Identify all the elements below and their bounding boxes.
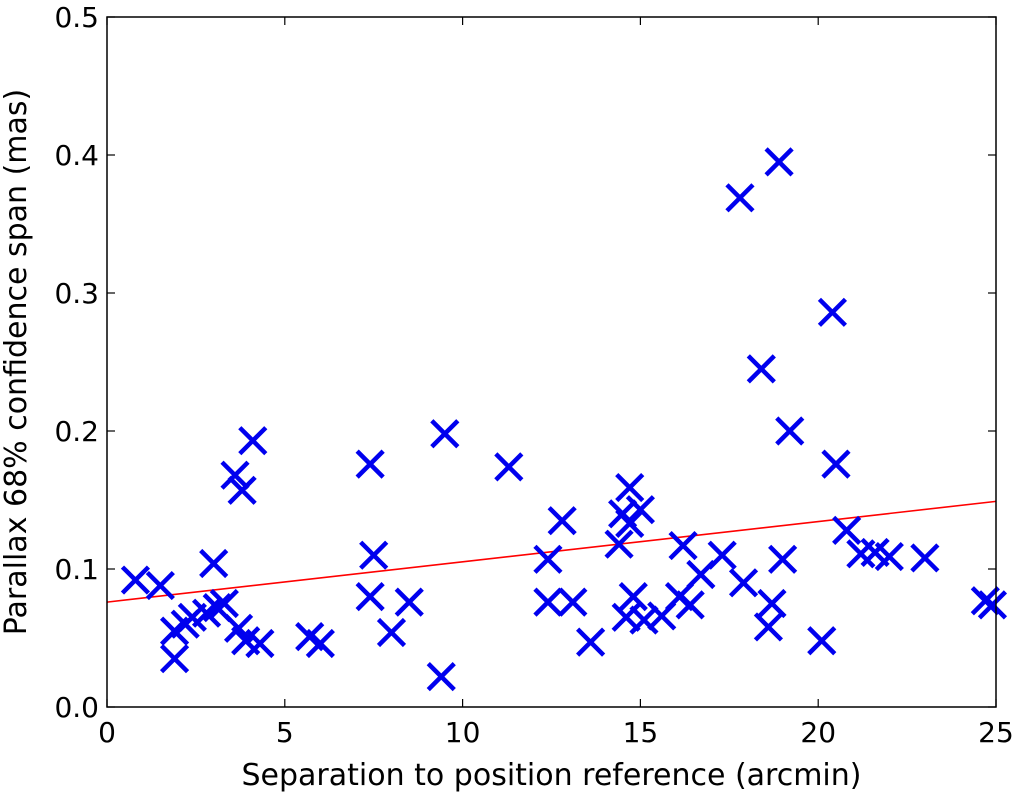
data-point <box>821 449 851 479</box>
data-point <box>159 644 190 674</box>
data-point <box>430 419 460 449</box>
data-point <box>494 452 524 482</box>
data-point <box>359 540 389 570</box>
data-point <box>618 582 648 612</box>
data-point <box>817 297 848 327</box>
data-point <box>775 416 805 446</box>
data-point <box>604 529 634 559</box>
data-point <box>220 460 250 490</box>
x-tick-label: 10 <box>445 716 481 749</box>
data-point <box>625 495 655 525</box>
x-tick-label: 15 <box>623 716 659 749</box>
data-point <box>533 544 563 574</box>
fit-line-layer <box>106 500 997 603</box>
data-point <box>728 568 759 598</box>
y-tick-label: 0.4 <box>54 139 99 172</box>
x-tick-label: 20 <box>800 716 836 749</box>
data-point <box>576 627 606 657</box>
data-point <box>209 588 239 619</box>
data-point <box>547 506 577 536</box>
data-point <box>145 570 175 601</box>
data-point <box>753 612 784 642</box>
data-point <box>675 590 705 620</box>
data-point <box>832 515 862 545</box>
data-point <box>629 605 659 635</box>
data-point <box>426 662 456 692</box>
data-point <box>757 588 787 619</box>
data-point <box>807 626 837 656</box>
data-point <box>394 587 424 617</box>
data-point <box>245 628 275 659</box>
data-point <box>305 628 335 659</box>
y-tick-label: 0.2 <box>54 415 99 448</box>
data-point <box>376 617 407 648</box>
y-tick-labels: 0.0 0.1 0.2 0.3 0.4 0.5 <box>54 1 99 724</box>
data-point <box>120 565 151 595</box>
data-point <box>238 426 268 456</box>
x-tick-label: 25 <box>978 716 1014 749</box>
data-point <box>615 472 645 503</box>
plot-area-frame <box>106 16 997 708</box>
data-point <box>199 548 229 579</box>
data-point <box>355 449 385 479</box>
data-point <box>558 587 588 617</box>
data-point <box>977 590 1008 620</box>
data-point <box>910 543 940 573</box>
y-tick-label: 0.0 <box>54 691 99 724</box>
data-point <box>874 541 904 572</box>
data-point <box>725 183 755 213</box>
y-tick-label: 0.5 <box>54 1 99 34</box>
data-point <box>355 582 385 612</box>
data-point <box>764 147 794 177</box>
data-point <box>668 530 698 561</box>
data-points-layer <box>120 147 1008 692</box>
x-tick-labels: 0 5 10 15 20 25 <box>98 716 1014 749</box>
data-point <box>746 354 776 384</box>
axis-ticks <box>106 16 997 708</box>
data-point <box>707 540 737 570</box>
x-tick-label: 5 <box>276 716 294 749</box>
y-tick-label: 0.1 <box>54 553 99 586</box>
x-axis-label: Separation to position reference (arcmin… <box>242 758 862 793</box>
y-axis-label: Parallax 68% confidence span (mas) <box>0 89 34 635</box>
fit-line <box>106 500 997 603</box>
y-tick-label: 0.3 <box>54 277 99 310</box>
data-point <box>227 475 257 505</box>
x-tick-label: 0 <box>98 716 116 749</box>
data-point <box>533 587 563 617</box>
data-point <box>768 544 798 574</box>
